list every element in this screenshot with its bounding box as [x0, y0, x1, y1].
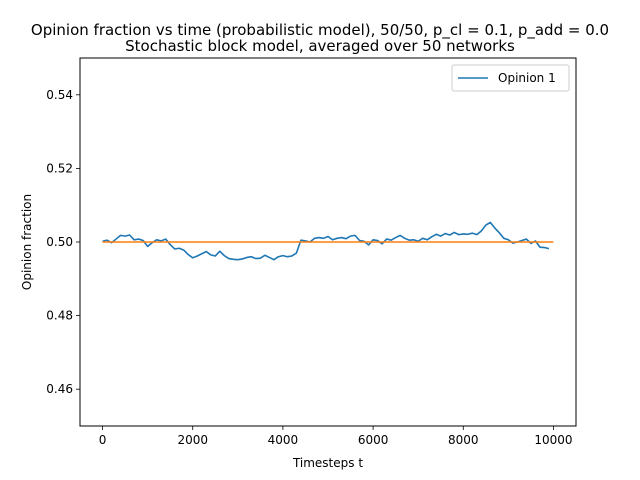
legend: Opinion 1 — [451, 64, 570, 92]
plot-area: 0 2000 4000 6000 8000 10000 0.46 0.48 0.50 0.52 0.… — [46, 57, 577, 447]
y-tick-label-1: 0.48 — [46, 309, 73, 323]
x-tick-label-2: 4000 — [268, 433, 299, 447]
x-tick-label-0: 0 — [99, 433, 107, 447]
x-tick-label-5: 10000 — [534, 433, 572, 447]
x-tick-label-1: 2000 — [177, 433, 208, 447]
x-axis-label: Timesteps t — [292, 456, 363, 470]
chart-subtitle: Stochastic block model, averaged over 50… — [125, 37, 515, 55]
y-tick-label-4: 0.54 — [46, 88, 73, 102]
legend-label-opinion-1: Opinion 1 — [498, 71, 556, 85]
series-line-1 — [102, 221, 550, 261]
y-tick-label-3: 0.52 — [46, 161, 73, 175]
y-tick-label-0: 0.46 — [46, 382, 73, 396]
x-tick-label-3: 6000 — [358, 433, 389, 447]
y-axis-label: Opinion fraction — [20, 194, 34, 290]
legend-box — [451, 64, 570, 92]
y-tick-label-2: 0.50 — [46, 235, 73, 249]
chart-title: Opinion fraction vs time (probabilistic … — [31, 21, 609, 40]
x-tick-label-4: 8000 — [448, 433, 479, 447]
